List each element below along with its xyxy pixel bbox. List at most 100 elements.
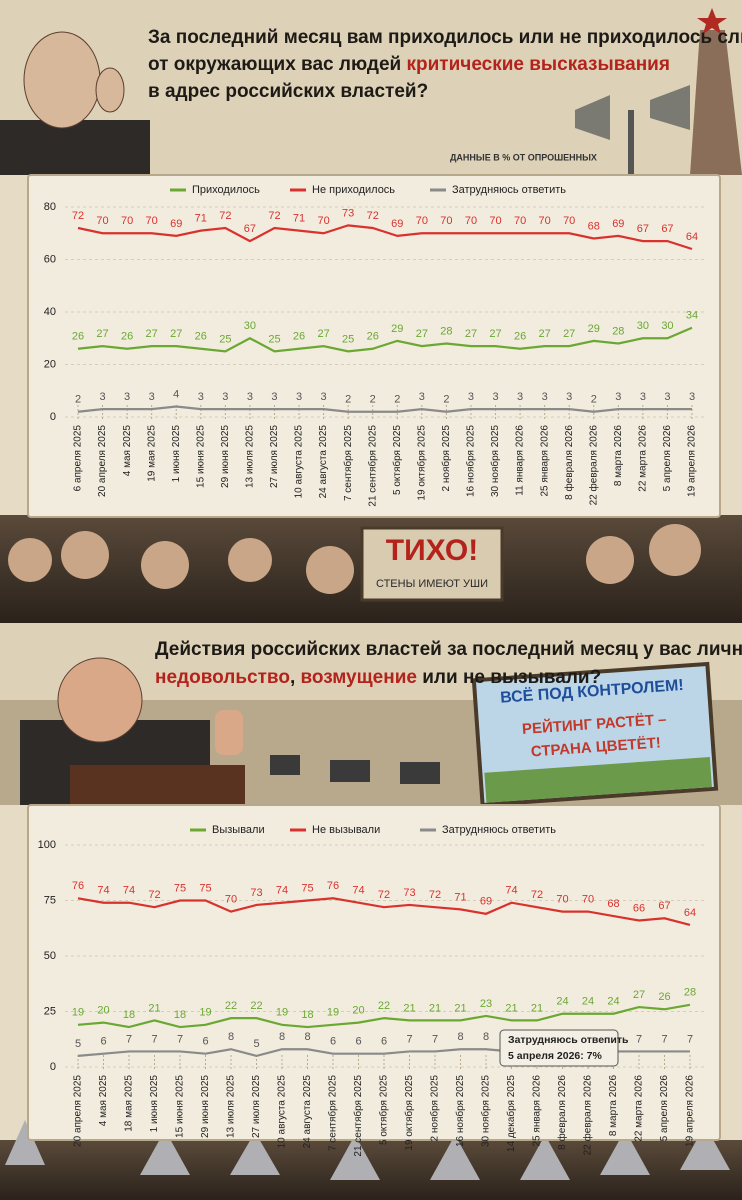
data-label: 70 bbox=[465, 215, 477, 227]
sign-text: ТИХО! bbox=[386, 534, 478, 567]
x-tick-label: 22 февраля 2026 bbox=[582, 1075, 594, 1156]
data-label: 3 bbox=[689, 391, 695, 403]
data-label: 72 bbox=[429, 889, 441, 901]
data-label: 71 bbox=[195, 213, 207, 225]
x-tick-label: 6 апреля 2025 bbox=[73, 425, 84, 492]
title-segment: от окружающих вас людей bbox=[148, 54, 407, 75]
figure-head bbox=[23, 31, 101, 129]
data-label: 68 bbox=[607, 898, 619, 910]
data-label: 26 bbox=[195, 331, 207, 343]
data-label: 21 bbox=[505, 1002, 517, 1014]
sign-board bbox=[360, 526, 504, 602]
x-tick-label: 16 ноября 2025 bbox=[465, 425, 477, 497]
data-label: 66 bbox=[633, 902, 645, 914]
x-tick-label: 1 июня 2025 bbox=[149, 1075, 160, 1133]
legend-label: Не вызывали bbox=[312, 824, 380, 836]
data-label: 22 bbox=[378, 1000, 390, 1012]
annotation-text: Затрудняюсь отвепить bbox=[508, 1034, 629, 1046]
data-label: 21 bbox=[148, 1002, 160, 1014]
x-tick-label: 8 февраля 2026 bbox=[563, 425, 575, 500]
data-label: 70 bbox=[96, 215, 108, 227]
camera bbox=[400, 762, 440, 784]
figure-head bbox=[57, 657, 143, 743]
x-tick-label: 5 октября 2025 bbox=[378, 1075, 390, 1145]
x-tick-label: 5 апреля 2026 bbox=[659, 1075, 670, 1142]
hat bbox=[680, 1125, 730, 1170]
data-label: 3 bbox=[640, 391, 646, 403]
note: ДАННЫЕ В % ОТ ОПРОШЕННЫХ bbox=[450, 152, 597, 162]
title-segment: или не вызывали? bbox=[417, 667, 601, 688]
face bbox=[141, 541, 189, 589]
data-label: 3 bbox=[222, 391, 228, 403]
data-label: 8 bbox=[457, 1031, 463, 1043]
camera bbox=[270, 755, 300, 775]
series-line bbox=[77, 897, 691, 926]
title-line: от окружающих вас людей критические выск… bbox=[148, 54, 670, 75]
chart-panel bbox=[27, 174, 721, 518]
face bbox=[586, 536, 634, 584]
data-label: 73 bbox=[250, 887, 262, 899]
title-line: недовольство, возмущение или не вызывали… bbox=[155, 667, 601, 688]
x-tick-label: 22 марта 2026 bbox=[638, 425, 649, 492]
data-label: 70 bbox=[146, 215, 158, 227]
data-label: 24 bbox=[556, 996, 568, 1008]
x-tick-label: 10 августа 2025 bbox=[294, 425, 305, 499]
data-label: 68 bbox=[588, 220, 600, 232]
data-label: 6 bbox=[202, 1036, 208, 1048]
data-label: 70 bbox=[317, 215, 329, 227]
title-segment: возмущение bbox=[301, 667, 417, 688]
title-segment: в адрес российских властей? bbox=[148, 81, 428, 102]
data-label: 70 bbox=[225, 894, 237, 906]
data-label: 24 bbox=[582, 996, 594, 1008]
x-tick-label: 24 августа 2025 bbox=[302, 1075, 313, 1149]
x-tick-label: 4 мая 2025 bbox=[122, 425, 133, 477]
data-label: 7 bbox=[432, 1033, 438, 1045]
data-label: 21 bbox=[429, 1002, 441, 1014]
data-label: 19 bbox=[276, 1007, 288, 1019]
x-tick-label: 5 октября 2025 bbox=[391, 425, 403, 495]
y-tick-label: 40 bbox=[44, 306, 56, 318]
y-tick-label: 80 bbox=[44, 201, 56, 213]
title-segment: недовольство bbox=[155, 667, 290, 688]
cameras bbox=[270, 755, 440, 784]
data-label: 70 bbox=[514, 215, 526, 227]
tower bbox=[690, 30, 742, 175]
y-tick-label: 50 bbox=[44, 950, 56, 962]
data-label: 70 bbox=[489, 215, 501, 227]
data-label: 8 bbox=[304, 1031, 310, 1043]
x-tick-label: 5 апреля 2026 bbox=[662, 425, 673, 492]
series-line bbox=[77, 405, 692, 413]
x-tick-label: 11 января 2026 bbox=[515, 425, 526, 496]
data-label: 73 bbox=[342, 207, 354, 219]
data-label: 2 bbox=[75, 394, 81, 406]
data-label: 27 bbox=[146, 328, 158, 340]
data-label: 3 bbox=[321, 391, 327, 403]
hat bbox=[5, 1120, 45, 1165]
x-tick-label: 7 сентября 2025 bbox=[342, 425, 354, 501]
x-tick-label: 20 апреля 2025 bbox=[73, 1075, 84, 1147]
data-label: 3 bbox=[99, 391, 105, 403]
data-label: 2 bbox=[591, 394, 597, 406]
foil-hats bbox=[5, 1120, 730, 1180]
data-label: 72 bbox=[72, 210, 84, 222]
x-tick-label: 15 июня 2025 bbox=[195, 425, 206, 488]
title-segment: критические высказывания bbox=[407, 54, 670, 75]
data-label: 70 bbox=[556, 894, 568, 906]
data-label: 19 bbox=[199, 1007, 211, 1019]
data-label: 3 bbox=[296, 391, 302, 403]
data-label: 2 bbox=[394, 394, 400, 406]
title-line: Действия российских властей за последний… bbox=[155, 639, 742, 660]
x-tick-label: 30 ноября 2025 bbox=[480, 1075, 492, 1147]
x-tick-label: 19 мая 2025 bbox=[146, 425, 157, 482]
x-tick-label: 8 марта 2026 bbox=[608, 1075, 619, 1137]
x-tick-label: 13 июля 2025 bbox=[226, 1075, 237, 1138]
y-tick-label: 0 bbox=[50, 411, 56, 423]
x-tick-label: 19 апреля 2026 bbox=[685, 1075, 696, 1147]
data-label: 21 bbox=[531, 1002, 543, 1014]
data-label: 20 bbox=[352, 1005, 364, 1017]
annotation-box bbox=[499, 1029, 619, 1067]
face bbox=[649, 524, 701, 576]
data-label: 3 bbox=[492, 391, 498, 403]
data-label: 67 bbox=[637, 223, 649, 235]
